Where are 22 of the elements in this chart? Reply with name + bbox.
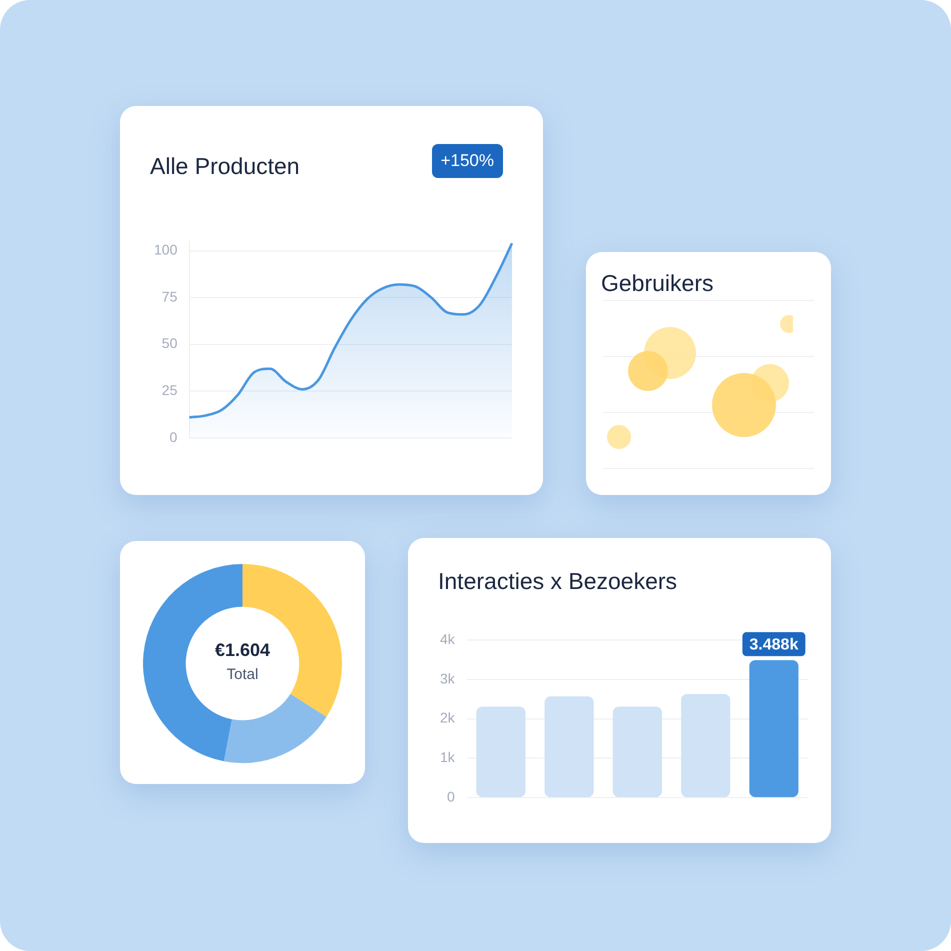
chart-title: Alle Producten (150, 153, 300, 180)
bar (476, 706, 526, 798)
bar (749, 660, 798, 798)
bar (612, 706, 662, 798)
y-tick-label: 3k (440, 670, 456, 686)
y-tick-label: 0 (170, 428, 178, 445)
y-tick-label: 100 (154, 242, 178, 258)
bar (681, 694, 730, 798)
y-tick-label: 2k (440, 710, 456, 726)
y-tick-label: 1k (440, 749, 456, 766)
y-tick-label: 75 (162, 288, 178, 304)
text: Gebruikers (601, 270, 714, 297)
y-tick-label: 0 (446, 788, 455, 804)
y-tick-label: 50 (162, 335, 178, 352)
text: €1.604 (214, 640, 272, 660)
y-tick-label: 25 (162, 382, 178, 398)
y-tick-label: 4k (440, 630, 456, 647)
bar (544, 696, 594, 798)
chart-title: Interacties x Bezoekers (438, 568, 678, 595)
text: +150% (432, 144, 503, 178)
data-label: 3.488k (749, 636, 798, 654)
text: Total (226, 666, 260, 682)
